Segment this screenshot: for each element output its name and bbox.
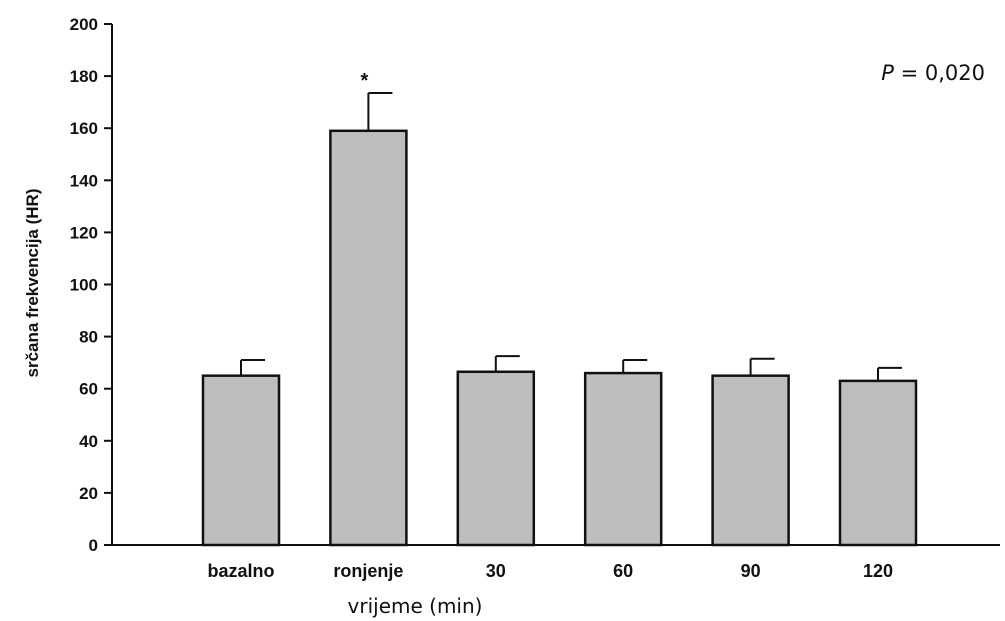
y-ticks-layer: 0 20 40 60 80 100 120 140 160 180 200 bbox=[70, 15, 112, 555]
p-value-annotation: P = 0,020 bbox=[881, 61, 985, 85]
bar bbox=[838, 379, 918, 547]
bar bbox=[711, 374, 790, 547]
x-categories-layer: bazalno ronjenje 30 60 90 120 bbox=[207, 561, 893, 581]
bar bbox=[201, 374, 281, 547]
y-tick-label: 40 bbox=[79, 432, 98, 451]
y-tick-label: 0 bbox=[89, 536, 98, 555]
y-tick-label: 20 bbox=[79, 484, 98, 503]
y-tick-label: 180 bbox=[70, 67, 98, 86]
x-category-label: bazalno bbox=[207, 561, 274, 581]
y-tick-label: 160 bbox=[70, 119, 98, 138]
y-tick-label: 100 bbox=[70, 276, 98, 295]
x-axis-label: vrijeme (min) bbox=[348, 594, 483, 618]
x-category-label: 120 bbox=[863, 561, 893, 581]
bar bbox=[583, 371, 663, 547]
p-value-text: = 0,020 bbox=[894, 61, 985, 85]
significance-layer: * bbox=[361, 70, 369, 92]
x-category-label: 60 bbox=[613, 561, 633, 581]
significance-mark: * bbox=[361, 70, 369, 92]
x-category-label: ronjenje bbox=[333, 561, 403, 581]
bar bbox=[456, 370, 536, 547]
x-category-label: 90 bbox=[741, 561, 761, 581]
bars-layer bbox=[201, 129, 918, 547]
y-tick-label: 60 bbox=[79, 380, 98, 399]
y-tick-label: 120 bbox=[70, 223, 98, 242]
y-tick-label: 140 bbox=[70, 171, 98, 190]
y-axis-label: srčana frekvencija (HR) bbox=[23, 189, 42, 378]
p-value-symbol: P bbox=[881, 61, 894, 85]
y-tick-label: 200 bbox=[70, 15, 98, 34]
y-tick-label: 80 bbox=[79, 328, 98, 347]
x-category-label: 30 bbox=[486, 561, 506, 581]
error-bars-layer bbox=[240, 92, 902, 381]
bar bbox=[329, 129, 408, 547]
